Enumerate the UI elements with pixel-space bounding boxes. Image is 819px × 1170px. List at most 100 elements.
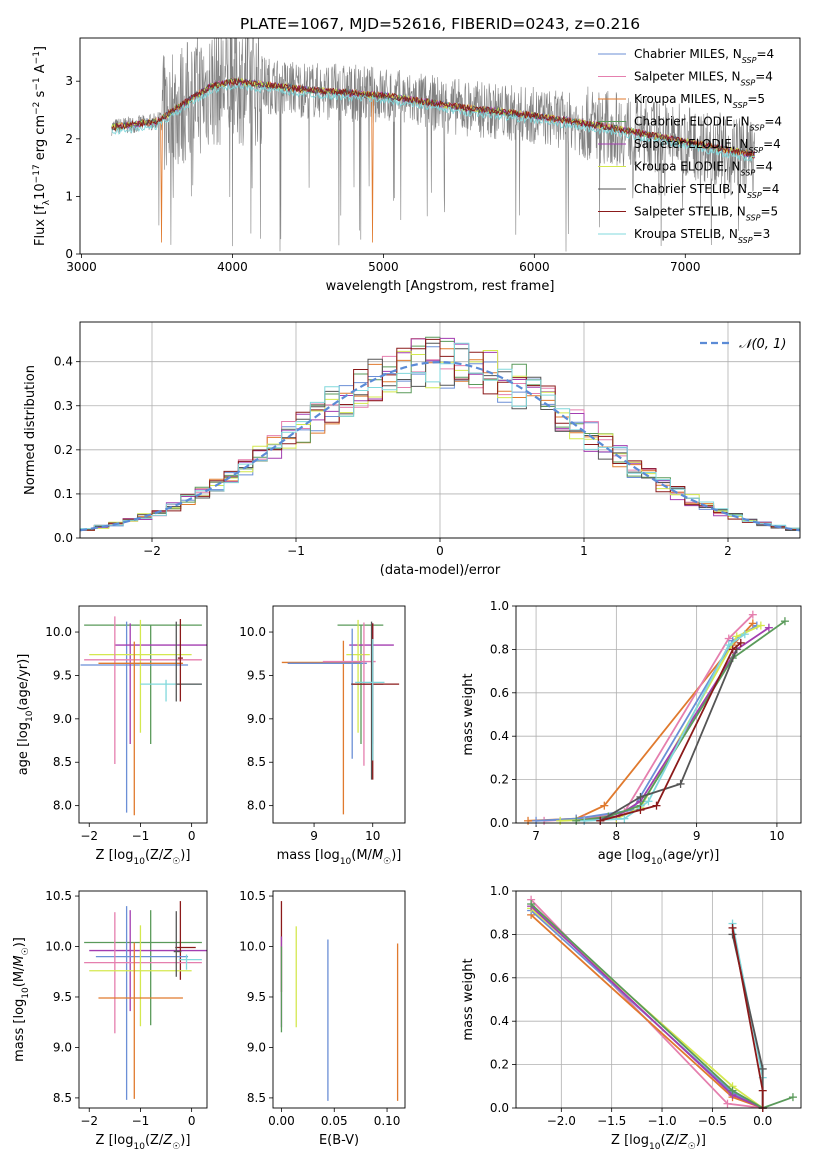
y-tick-label: 0.0 [490, 1101, 509, 1115]
legend-value: =4 [762, 182, 780, 196]
label-part: Flux [ [33, 210, 48, 246]
y-tick-label: 9.5 [53, 990, 72, 1004]
x-axis-label: E(B-V) [319, 1133, 359, 1148]
label-part: M [12, 955, 27, 966]
axes-frame [515, 605, 802, 824]
y-tick-label: 1.0 [490, 599, 509, 613]
series-line [584, 633, 746, 822]
series-chabrier-stelib [596, 645, 741, 825]
y-tick-label: 0.4 [490, 1014, 509, 1028]
label-part: (M/ [12, 966, 27, 987]
figure-title: PLATE=1067, MJD=52616, FIBERID=0243, z=0… [240, 15, 640, 33]
normal-curve [79, 360, 801, 532]
y-tick-label: 0.4 [54, 355, 73, 369]
legend-value: =4 [756, 47, 774, 61]
legend-value: =4 [755, 160, 773, 174]
legend-value: =4 [763, 137, 781, 151]
label-part: 10 [21, 987, 31, 999]
label-part: log [114, 1133, 134, 1148]
y-tick-label: 9.5 [247, 990, 266, 1004]
y-tick-label: 10.0 [239, 940, 266, 954]
y-tick-label: 9.0 [247, 1040, 266, 1054]
legend-name: Kroupa STELIB, N [634, 227, 738, 241]
x-tick-label: −1.5 [597, 1114, 626, 1128]
label-part: log [114, 848, 134, 863]
x-tick-label: 1 [580, 544, 588, 558]
y-tick-label: 8.5 [53, 755, 72, 769]
legend-label: Chabrier STELIB, NSSP=4 [634, 182, 779, 200]
errorbar-salpeter-elodie [114, 623, 207, 745]
x-tick-label: 3000 [66, 260, 97, 274]
y-tick-label: 0.0 [490, 816, 509, 830]
series-kroupa-stelib [580, 630, 749, 825]
label-part: f [33, 205, 48, 210]
x-tick-label: 0.00 [268, 1114, 295, 1128]
y-axis-label: Flux [fλ10−17 erg cm−2 s−1 A−1] [32, 46, 52, 246]
label-part: ☉ [172, 1142, 180, 1152]
legend-value: =5 [760, 205, 778, 219]
legend-entry: Chabrier ELODIE, NSSP=4 [598, 115, 782, 132]
x-tick-label: −2 [143, 544, 161, 558]
errorbar-salpeter-miles [84, 912, 202, 1034]
label-part: wavelength [Angstrom, rest frame] [326, 279, 555, 294]
label-part: −1 [32, 51, 42, 64]
legend-label: Kroupa ELODIE, NSSP=4 [634, 160, 773, 178]
y-tick-label: 9.0 [53, 712, 72, 726]
legend-entry: Chabrier MILES, NSSP=4 [598, 47, 774, 65]
x-tick-label: 0 [188, 829, 196, 843]
legend-value: =5 [747, 92, 765, 106]
y-tick-label: 8.0 [53, 799, 72, 813]
x-axis-label: (data-model)/error [380, 563, 501, 578]
label-part: age [ [16, 742, 31, 775]
y-tick-label: 10.0 [45, 625, 72, 639]
series-chabrier-elodie [572, 617, 789, 825]
legend-sub: SSP [738, 236, 753, 245]
y-axis-label: mass [log10(M/M☉)] [12, 937, 31, 1062]
series-salpeter-stelib [596, 638, 745, 825]
y-axis-label: mass weight [461, 673, 476, 755]
errorbar-kroupa-miles [281, 640, 361, 815]
x-tick-label: 0.10 [374, 1114, 401, 1128]
label-part: Z [ [96, 848, 114, 863]
legend-entry: Kroupa STELIB, NSSP=3 [598, 227, 770, 245]
x-tick-label: −0.5 [698, 1114, 727, 1128]
x-tick-label: −2.0 [547, 1114, 576, 1128]
x-axis-label: wavelength [Angstrom, rest frame] [326, 279, 555, 294]
y-tick-label: 8.5 [53, 1091, 72, 1105]
series-line [731, 927, 764, 1108]
legend-sub: SSP [741, 168, 756, 177]
label-part: s [33, 90, 48, 97]
data-spectrum-line [111, 38, 755, 252]
label-part: mass [ [277, 848, 320, 863]
label-part: ☉ [688, 1142, 696, 1152]
label-part: (data-model)/error [380, 563, 501, 578]
y-tick-label: 0.4 [490, 729, 509, 743]
legend-label: Salpeter ELODIE, NSSP=4 [634, 137, 781, 155]
axes-frame [78, 605, 208, 824]
label-part: erg [33, 135, 48, 165]
label-part: A [33, 64, 48, 73]
x-tick-label: 4000 [217, 260, 248, 274]
legend-name: Kroupa MILES, N [634, 92, 733, 106]
label-part: ] [33, 46, 48, 51]
legend-sub: SSP [746, 213, 761, 222]
y-tick-label: 10.0 [239, 625, 266, 639]
label-part: Z [162, 848, 173, 863]
y-tick-label: 0.3 [54, 399, 73, 413]
y-tick-label: 10.5 [45, 889, 72, 903]
y-tick-label: 8.0 [247, 799, 266, 813]
x-tick-label: −1 [132, 1114, 150, 1128]
y-axis-label: Normed distribution [23, 365, 38, 495]
label-part: log [320, 848, 340, 863]
label-part: mass weight [461, 958, 476, 1040]
axes-frame [272, 605, 406, 824]
label-part: )] [180, 848, 190, 863]
y-tick-label: 0.6 [490, 686, 509, 700]
legend-sub: SSP [742, 56, 757, 65]
axes-frame [515, 890, 802, 1109]
x-tick-label: 9 [310, 829, 318, 843]
legend-name: Kroupa ELODIE, N [634, 160, 741, 174]
y-tick-label: 9.5 [53, 668, 72, 682]
label-part: λ [42, 199, 52, 205]
y-tick-label: 9.0 [247, 712, 266, 726]
